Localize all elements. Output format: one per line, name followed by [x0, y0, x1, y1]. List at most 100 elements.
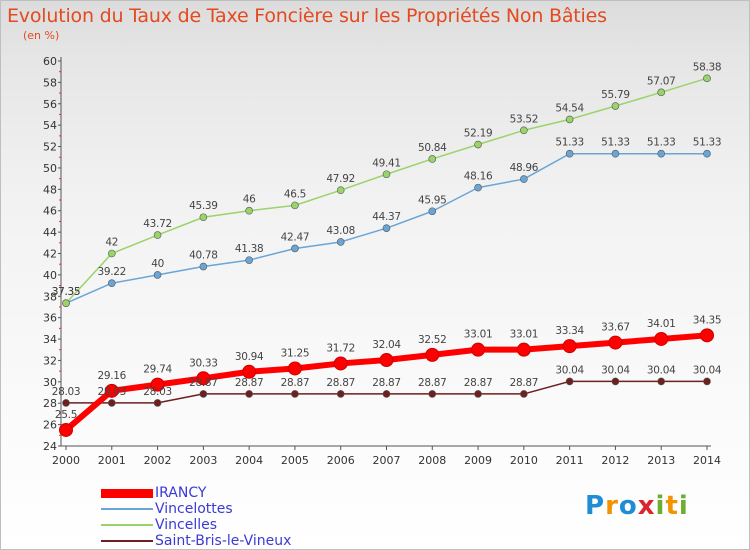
data-label: 30.04: [647, 364, 676, 376]
data-label: 31.72: [326, 342, 355, 354]
x-tick-label: 2007: [373, 454, 401, 467]
data-label: 46.5: [284, 188, 306, 200]
legend-label: Vincelles: [155, 517, 218, 533]
data-point: [336, 390, 345, 398]
x-tick-label: 2013: [647, 454, 675, 467]
data-label: 30.04: [555, 364, 584, 376]
data-label: 57.07: [647, 75, 676, 87]
x-tick-label: 2012: [601, 454, 629, 467]
data-point: [565, 377, 574, 386]
data-label: 39.22: [98, 266, 127, 278]
y-tick-label: 30: [43, 376, 57, 389]
x-tick-label: 2008: [418, 454, 446, 467]
data-label: 41.38: [235, 243, 264, 255]
data-label: 40: [151, 258, 164, 270]
data-label: 51.33: [555, 137, 584, 149]
data-point: [565, 115, 574, 124]
data-label: 51.33: [647, 137, 676, 149]
y-tick-label: 24: [43, 440, 57, 453]
data-label: 30.04: [693, 364, 722, 376]
data-point: [474, 183, 482, 192]
data-label: 37.35: [52, 286, 81, 298]
data-point: [471, 342, 486, 357]
data-label: 50.84: [418, 142, 447, 154]
data-point: [62, 299, 70, 308]
data-label: 28.87: [235, 377, 264, 389]
legend-label: Vincelottes: [155, 501, 233, 517]
data-point: [107, 249, 116, 258]
data-label: 51.33: [693, 137, 722, 149]
data-label: 28.03: [52, 386, 81, 398]
data-point: [245, 390, 253, 398]
data-point: [287, 361, 302, 376]
data-point: [654, 331, 669, 346]
data-point: [59, 422, 73, 437]
x-tick-label: 2004: [235, 454, 263, 467]
data-point: [153, 399, 162, 407]
data-point: [382, 390, 391, 398]
data-point: [428, 155, 437, 163]
y-axis-unit-label: (en %): [23, 29, 60, 42]
data-point: [516, 342, 531, 357]
data-label: 42: [105, 237, 118, 249]
data-point: [608, 335, 623, 350]
data-label: 33.01: [464, 329, 493, 341]
x-tick-label: 2011: [556, 454, 584, 467]
data-point: [291, 201, 299, 210]
data-point: [199, 213, 208, 222]
data-label: 33.67: [601, 322, 630, 334]
data-label: 44.37: [372, 211, 401, 223]
data-label: 48.16: [464, 171, 493, 183]
legend-swatch: [101, 508, 153, 510]
data-point: [562, 339, 577, 354]
data-point: [153, 271, 162, 279]
y-tick-label: 46: [43, 205, 57, 218]
data-label: 53.52: [510, 113, 539, 125]
data-point: [333, 356, 348, 371]
x-tick-label: 2014: [693, 454, 721, 467]
legend-label: IRANCY: [155, 485, 207, 501]
y-tick-label: 36: [43, 312, 57, 325]
data-point: [703, 74, 711, 83]
data-label: 25.5: [55, 409, 77, 421]
data-label: 58.38: [693, 61, 722, 73]
data-point: [104, 383, 119, 398]
data-point: [703, 377, 711, 386]
data-point: [520, 126, 528, 135]
data-point: [382, 170, 391, 179]
legend-swatch: [101, 488, 153, 498]
data-label: 30.94: [235, 351, 264, 363]
data-label: 31.25: [281, 347, 310, 359]
data-label: 28.87: [464, 377, 493, 389]
data-label: 51.33: [601, 137, 630, 149]
data-label: 28.03: [143, 386, 172, 398]
data-point: [150, 377, 165, 392]
data-point: [107, 399, 116, 407]
data-label: 49.41: [372, 157, 401, 169]
data-point: [657, 149, 666, 158]
chart-title: Evolution du Taux de Taxe Foncière sur l…: [7, 5, 607, 27]
data-label: 28.87: [372, 377, 401, 389]
data-point: [703, 149, 711, 158]
data-label: 40.78: [189, 250, 218, 262]
data-label: 28.87: [281, 377, 310, 389]
data-label: 32.04: [372, 339, 401, 351]
x-tick-label: 2005: [281, 454, 309, 467]
data-point: [474, 390, 482, 398]
data-point: [62, 399, 70, 407]
data-point: [611, 377, 620, 386]
data-point: [657, 377, 666, 386]
data-point: [520, 390, 528, 398]
data-label: 32.52: [418, 334, 447, 346]
data-label: 29.74: [143, 364, 172, 376]
y-tick-label: 50: [43, 162, 57, 175]
data-point: [199, 262, 208, 271]
data-label: 28.87: [326, 377, 355, 389]
data-point: [611, 102, 620, 110]
data-label: 45.39: [189, 200, 218, 212]
legend-swatch: [101, 524, 153, 526]
y-tick-label: 40: [43, 269, 57, 282]
data-point: [565, 149, 574, 158]
data-point: [196, 371, 211, 386]
